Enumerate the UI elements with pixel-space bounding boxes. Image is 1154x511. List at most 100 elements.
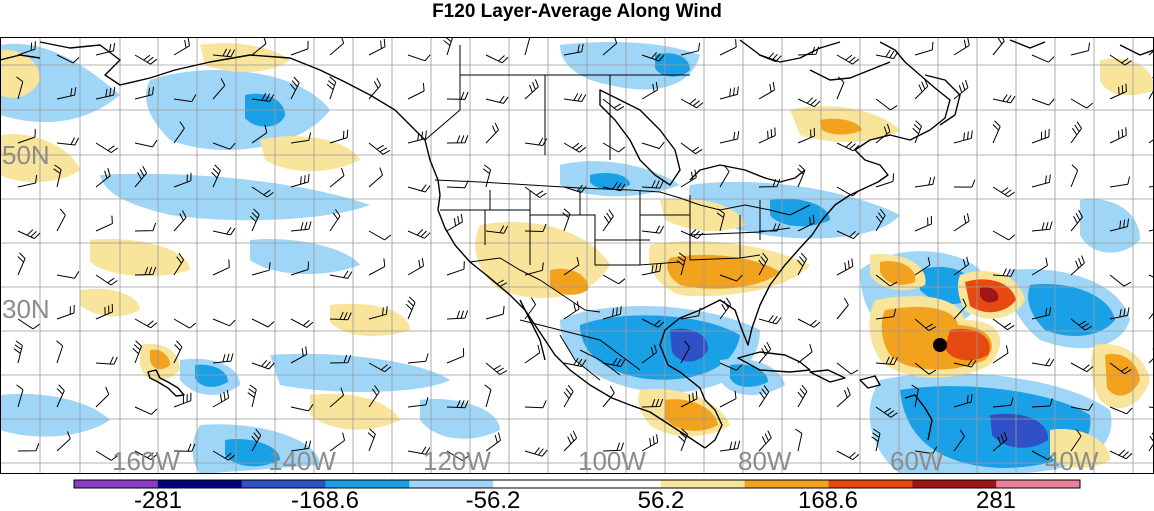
wind-barb [173,340,183,364]
wind-barb [524,137,548,146]
wind-barb [407,229,431,239]
wind-barb [134,222,157,232]
wind-barb [1148,311,1154,320]
wind-barb [719,297,732,320]
wind-barb [251,262,271,276]
wind-barb [446,450,469,461]
wind-barb [249,208,260,232]
wind-barb [797,46,820,56]
wind-barb [953,429,965,452]
wind-barb [290,318,314,328]
wind-barb [1070,429,1082,452]
wind-barb [759,223,781,232]
wind-barb [95,356,118,365]
wind-barb [836,450,860,461]
wind-barb [716,208,725,232]
wind-barb [719,362,743,371]
wind-barb [1031,174,1051,188]
wind-barb [914,318,937,332]
wind-barb [485,362,508,375]
colorbar-label: 281 [976,487,1016,511]
wind-barb [446,310,468,320]
wind-barb [485,54,509,64]
wind-barb [524,297,537,320]
wind-barb [368,230,392,241]
wind-barb [329,387,345,408]
wind-barb [329,354,352,364]
colorbar-label: -281 [134,487,182,511]
wind-barb [329,37,345,56]
wind-barb [875,274,898,287]
wind-barb [368,142,391,155]
wind-barb [329,270,353,279]
wind-barb [1109,127,1127,144]
wind-barb [368,362,392,373]
wind-barb [290,346,308,364]
wind-barb [678,428,688,452]
wind-barb [56,271,80,279]
wind-barb [212,450,236,461]
wind-barb [836,258,854,276]
wind-barb [407,257,424,276]
wind-barb [563,256,580,276]
wind-barb [875,208,886,232]
wind-barb [251,428,262,452]
wind-barb [563,184,587,193]
wind-barb [914,257,931,276]
wind-barb [290,40,309,56]
wind-barb [95,168,111,188]
wind-barb [641,344,658,364]
wind-barb [1148,49,1154,56]
wind-barb [56,304,75,320]
wind-barb [95,274,118,286]
wind-barb [797,127,815,144]
wind-barb [602,306,622,320]
wind-barb [134,165,148,188]
colorbar-swatch [660,480,746,488]
wind-barb [17,129,36,144]
wind-barb [407,397,429,408]
wind-barb [95,386,110,408]
wind-barb [247,384,257,408]
wind-barb [1109,54,1132,66]
wind-barb [680,229,704,239]
wind-barb [524,186,547,198]
wind-barb [407,353,429,364]
wind-barb [795,428,803,452]
wind-barb [914,78,929,100]
wind-barb [95,87,116,100]
wind-barb [875,49,899,59]
wind-barb [134,139,158,148]
wind-barb [17,175,38,188]
wind-barb [719,86,739,100]
wind-barb [602,182,626,192]
wind-barb [719,164,730,188]
wind-barb [641,225,665,234]
wind-barb [1070,164,1079,188]
wind-barb [641,263,662,276]
wind-barb [602,142,626,153]
wind-barb [602,98,625,111]
wind-barbs [13,37,1154,461]
wind-barb [914,215,932,232]
wind-barb [368,38,386,56]
wind-barb [17,229,41,239]
wind-barb [758,178,781,188]
wind-barb [953,179,976,188]
wind-barb [953,256,970,276]
wind-barb [212,259,230,276]
wind-barb [368,306,388,320]
wind-barb [992,397,1014,408]
wind-barb [1070,98,1094,109]
wind-barb [797,252,807,276]
colorbar-swatch [157,480,243,488]
wind-barb [1148,229,1154,232]
wind-barb [992,94,1016,104]
wind-barb [251,124,268,144]
wind-barb [563,384,574,408]
wind-barb [329,129,349,144]
wind-barb [1031,358,1055,367]
wind-barb [758,342,772,364]
wind-barb [329,209,341,232]
wind-barb [212,227,236,236]
